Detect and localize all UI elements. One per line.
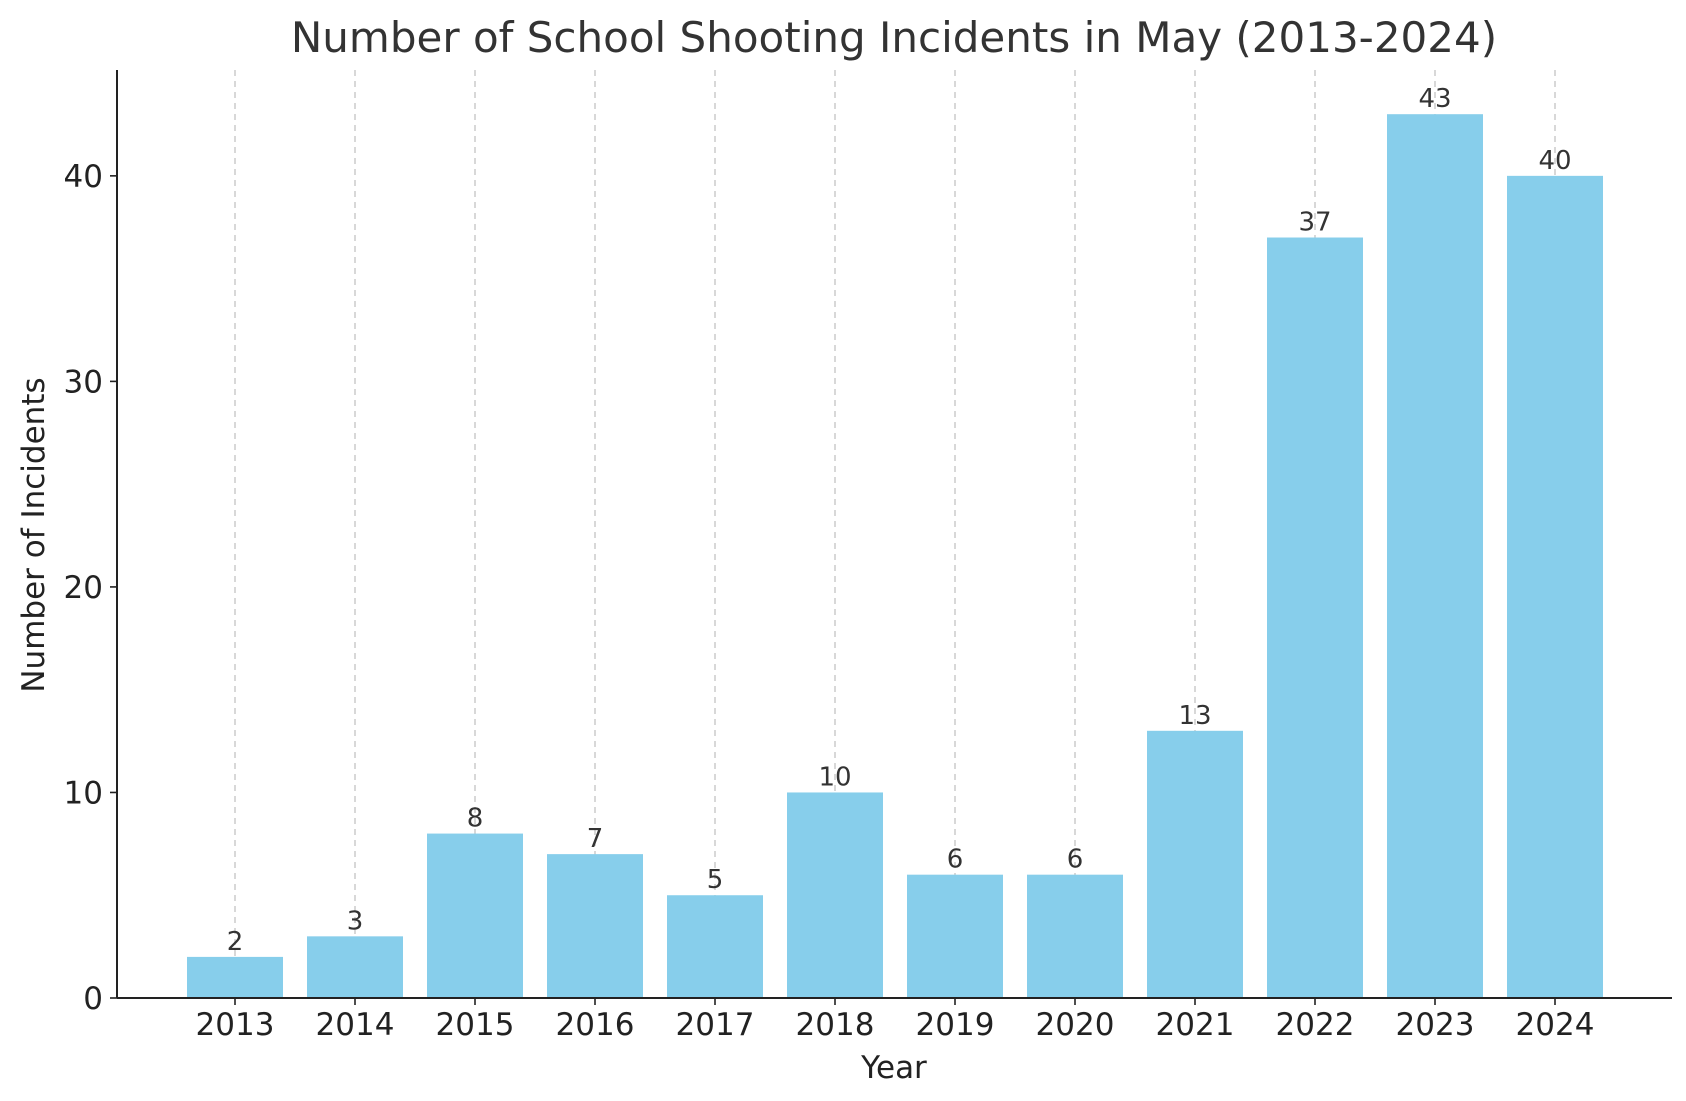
data-label-2013: 2 [227, 927, 244, 957]
bar-2016 [547, 854, 643, 998]
data-label-2017: 5 [707, 865, 724, 895]
x-tick-label-2015: 2015 [436, 1007, 515, 1043]
data-label-2018: 10 [818, 762, 851, 792]
bar-2014 [307, 936, 403, 998]
x-tick-label-2020: 2020 [1036, 1007, 1115, 1043]
x-ticks-layer: 2013 2014 2015 2016 2017 2018 2019 2020 2021 2022… [196, 998, 1595, 1043]
bar-2022 [1267, 237, 1363, 998]
x-tick-label-2023: 2023 [1396, 1007, 1475, 1043]
x-tick-label-2018: 2018 [796, 1007, 875, 1043]
bar-2019 [907, 874, 1003, 998]
y-ticks-layer: 0 10 20 30 40 [64, 159, 117, 1017]
y-tick-label-0: 0 [83, 981, 103, 1017]
bar-2018 [787, 792, 883, 998]
x-tick-label-2016: 2016 [556, 1007, 635, 1043]
data-label-2019: 6 [947, 845, 964, 875]
data-label-2014: 3 [347, 906, 364, 936]
bar-2020 [1027, 874, 1123, 998]
data-label-2021: 13 [1178, 701, 1211, 731]
x-tick-label-2013: 2013 [196, 1007, 275, 1043]
data-label-2016: 7 [587, 824, 604, 854]
bar-2013 [187, 956, 283, 998]
bars-layer [187, 114, 1603, 998]
y-tick-label-30: 30 [64, 364, 103, 400]
data-label-2020: 6 [1067, 845, 1084, 875]
data-label-2024: 40 [1538, 146, 1571, 176]
y-axis-label: Number of Incidents [16, 377, 52, 692]
y-tick-label-40: 40 [64, 159, 103, 195]
data-label-2023: 43 [1418, 84, 1451, 114]
y-tick-label-20: 20 [64, 570, 103, 606]
x-axis-label: Year [860, 1050, 927, 1086]
chart-title: Number of School Shooting Incidents in M… [291, 13, 1497, 62]
bar-2021 [1147, 730, 1243, 998]
x-tick-label-2022: 2022 [1276, 1007, 1355, 1043]
x-tick-label-2021: 2021 [1156, 1007, 1235, 1043]
x-tick-label-2014: 2014 [316, 1007, 395, 1043]
data-label-2022: 37 [1298, 208, 1331, 238]
data-labels-layer: 2 3 8 7 5 10 6 6 13 37 43 40 [227, 84, 1572, 957]
x-tick-label-2024: 2024 [1516, 1007, 1595, 1043]
bar-2015 [427, 833, 523, 998]
bar-2017 [667, 895, 763, 998]
x-tick-label-2017: 2017 [676, 1007, 755, 1043]
data-label-2015: 8 [467, 804, 484, 834]
y-tick-label-10: 10 [64, 775, 103, 811]
bar-2024 [1507, 175, 1603, 998]
bar-2023 [1387, 114, 1483, 998]
x-tick-label-2019: 2019 [916, 1007, 995, 1043]
